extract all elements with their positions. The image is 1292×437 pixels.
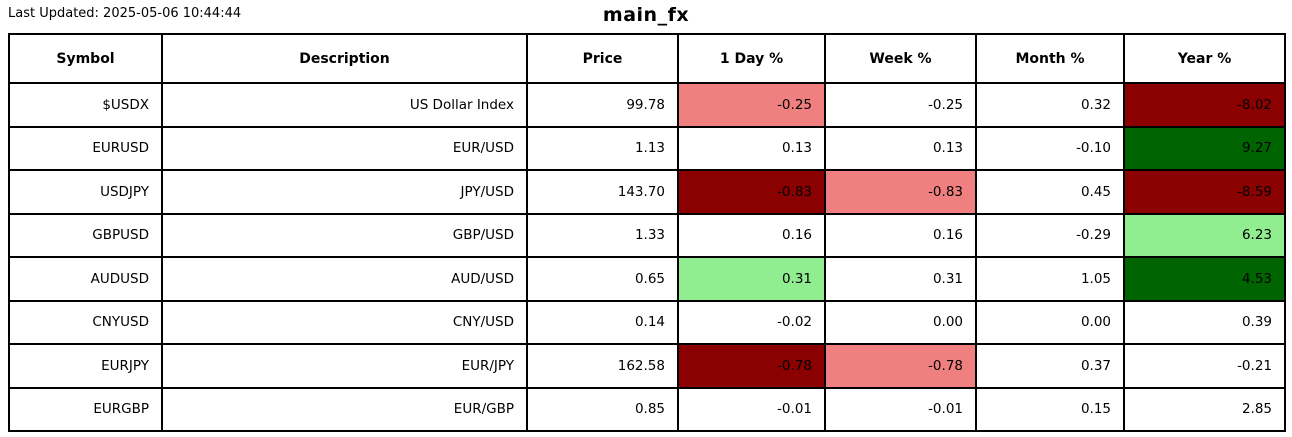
symbol-cell: EURUSD bbox=[8, 125, 163, 171]
month-change-cell: -0.10 bbox=[975, 125, 1125, 171]
table-row: AUDUSD AUD/USD 0.65 0.31 0.31 1.05 4.53 bbox=[8, 256, 1286, 302]
week-change-cell: 0.13 bbox=[824, 125, 977, 171]
day-change-cell: -0.01 bbox=[677, 386, 826, 432]
month-change-cell: 0.15 bbox=[975, 386, 1125, 432]
month-change-cell: 0.00 bbox=[975, 299, 1125, 345]
column-header: Month % bbox=[975, 33, 1125, 84]
week-change-cell: 0.00 bbox=[824, 299, 977, 345]
month-change-cell: 0.45 bbox=[975, 169, 1125, 215]
fx-table: Symbol Description Price 1 Day % Week % Month… bbox=[8, 33, 1286, 432]
column-header: Description bbox=[161, 33, 528, 84]
year-change-cell: 6.23 bbox=[1123, 212, 1286, 258]
week-change-cell: -0.01 bbox=[824, 386, 977, 432]
description-cell: GBP/USD bbox=[161, 212, 528, 258]
month-change-cell: -0.29 bbox=[975, 212, 1125, 258]
table-row: CNYUSD CNY/USD 0.14 -0.02 0.00 0.00 0.39 bbox=[8, 299, 1286, 345]
day-change-cell: -0.83 bbox=[677, 169, 826, 215]
week-change-cell: -0.25 bbox=[824, 82, 977, 128]
month-change-cell: 0.32 bbox=[975, 82, 1125, 128]
price-cell: 1.13 bbox=[526, 125, 679, 171]
table-row: EURJPY EUR/JPY 162.58 -0.78 -0.78 0.37 -… bbox=[8, 343, 1286, 389]
year-change-cell: 0.39 bbox=[1123, 299, 1286, 345]
week-change-cell: 0.31 bbox=[824, 256, 977, 302]
week-change-cell: 0.16 bbox=[824, 212, 977, 258]
symbol-cell: $USDX bbox=[8, 82, 163, 128]
year-change-cell: -8.59 bbox=[1123, 169, 1286, 215]
year-change-cell: 2.85 bbox=[1123, 386, 1286, 432]
week-change-cell: -0.78 bbox=[824, 343, 977, 389]
symbol-cell: EURGBP bbox=[8, 386, 163, 432]
description-cell: EUR/USD bbox=[161, 125, 528, 171]
day-change-cell: 0.31 bbox=[677, 256, 826, 302]
month-change-cell: 1.05 bbox=[975, 256, 1125, 302]
price-cell: 1.33 bbox=[526, 212, 679, 258]
table-row: USDJPY JPY/USD 143.70 -0.83 -0.83 0.45 -… bbox=[8, 169, 1286, 215]
table-row: GBPUSD GBP/USD 1.33 0.16 0.16 -0.29 6.23 bbox=[8, 212, 1286, 258]
table-row: $USDX US Dollar Index 99.78 -0.25 -0.25 … bbox=[8, 82, 1286, 128]
description-cell: EUR/GBP bbox=[161, 386, 528, 432]
table-row: EURGBP EUR/GBP 0.85 -0.01 -0.01 0.15 2.8… bbox=[8, 386, 1286, 432]
price-cell: 0.14 bbox=[526, 299, 679, 345]
price-cell: 162.58 bbox=[526, 343, 679, 389]
price-cell: 0.85 bbox=[526, 386, 679, 432]
column-header: 1 Day % bbox=[677, 33, 826, 84]
day-change-cell: -0.25 bbox=[677, 82, 826, 128]
table-row: EURUSD EUR/USD 1.13 0.13 0.13 -0.10 9.27 bbox=[8, 125, 1286, 171]
year-change-cell: -8.02 bbox=[1123, 82, 1286, 128]
column-header: Symbol bbox=[8, 33, 163, 84]
column-header: Year % bbox=[1123, 33, 1286, 84]
day-change-cell: -0.78 bbox=[677, 343, 826, 389]
year-change-cell: 9.27 bbox=[1123, 125, 1286, 171]
symbol-cell: AUDUSD bbox=[8, 256, 163, 302]
description-cell: US Dollar Index bbox=[161, 82, 528, 128]
price-cell: 143.70 bbox=[526, 169, 679, 215]
symbol-cell: GBPUSD bbox=[8, 212, 163, 258]
month-change-cell: 0.37 bbox=[975, 343, 1125, 389]
header-row: Symbol Description Price 1 Day % Week % Month… bbox=[8, 33, 1286, 84]
description-cell: JPY/USD bbox=[161, 169, 528, 215]
year-change-cell: -0.21 bbox=[1123, 343, 1286, 389]
day-change-cell: 0.16 bbox=[677, 212, 826, 258]
day-change-cell: -0.02 bbox=[677, 299, 826, 345]
price-cell: 99.78 bbox=[526, 82, 679, 128]
symbol-cell: USDJPY bbox=[8, 169, 163, 215]
price-cell: 0.65 bbox=[526, 256, 679, 302]
symbol-cell: EURJPY bbox=[8, 343, 163, 389]
symbol-cell: CNYUSD bbox=[8, 299, 163, 345]
year-change-cell: 4.53 bbox=[1123, 256, 1286, 302]
column-header: Price bbox=[526, 33, 679, 84]
week-change-cell: -0.83 bbox=[824, 169, 977, 215]
column-header: Week % bbox=[824, 33, 977, 84]
description-cell: AUD/USD bbox=[161, 256, 528, 302]
description-cell: EUR/JPY bbox=[161, 343, 528, 389]
description-cell: CNY/USD bbox=[161, 299, 528, 345]
last-updated-text: Last Updated: 2025-05-06 10:44:44 bbox=[8, 6, 242, 21]
day-change-cell: 0.13 bbox=[677, 125, 826, 171]
page-title: main_fx bbox=[602, 4, 690, 26]
